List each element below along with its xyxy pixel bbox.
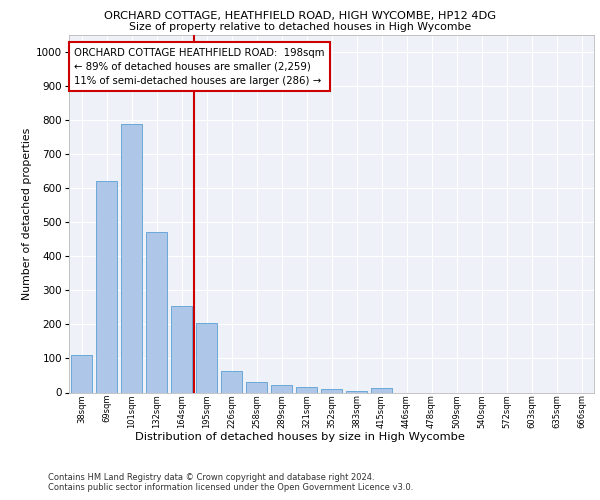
Bar (246, 382, 267, 392)
Y-axis label: Number of detached properties: Number of detached properties (22, 128, 32, 300)
Bar (196, 322, 217, 392)
Text: Contains public sector information licensed under the Open Government Licence v3: Contains public sector information licen… (48, 482, 413, 492)
Bar (146, 232, 167, 392)
Bar (221, 371, 242, 392)
Bar (271, 385, 292, 392)
Bar (171, 306, 192, 392)
Bar (321, 389, 342, 392)
Text: Size of property relative to detached houses in High Wycombe: Size of property relative to detached ho… (129, 22, 471, 32)
Bar (346, 391, 367, 392)
Bar (96, 182, 117, 392)
Text: Distribution of detached houses by size in High Wycombe: Distribution of detached houses by size … (135, 432, 465, 442)
Text: ORCHARD COTTAGE HEATHFIELD ROAD:  198sqm
← 89% of detached houses are smaller (2: ORCHARD COTTAGE HEATHFIELD ROAD: 198sqm … (74, 48, 325, 86)
Text: Contains HM Land Registry data © Crown copyright and database right 2024.: Contains HM Land Registry data © Crown c… (48, 472, 374, 482)
Bar (296, 388, 317, 392)
Bar (371, 388, 392, 392)
Bar (121, 124, 142, 392)
Text: ORCHARD COTTAGE, HEATHFIELD ROAD, HIGH WYCOMBE, HP12 4DG: ORCHARD COTTAGE, HEATHFIELD ROAD, HIGH W… (104, 11, 496, 21)
Bar (71, 355, 92, 393)
